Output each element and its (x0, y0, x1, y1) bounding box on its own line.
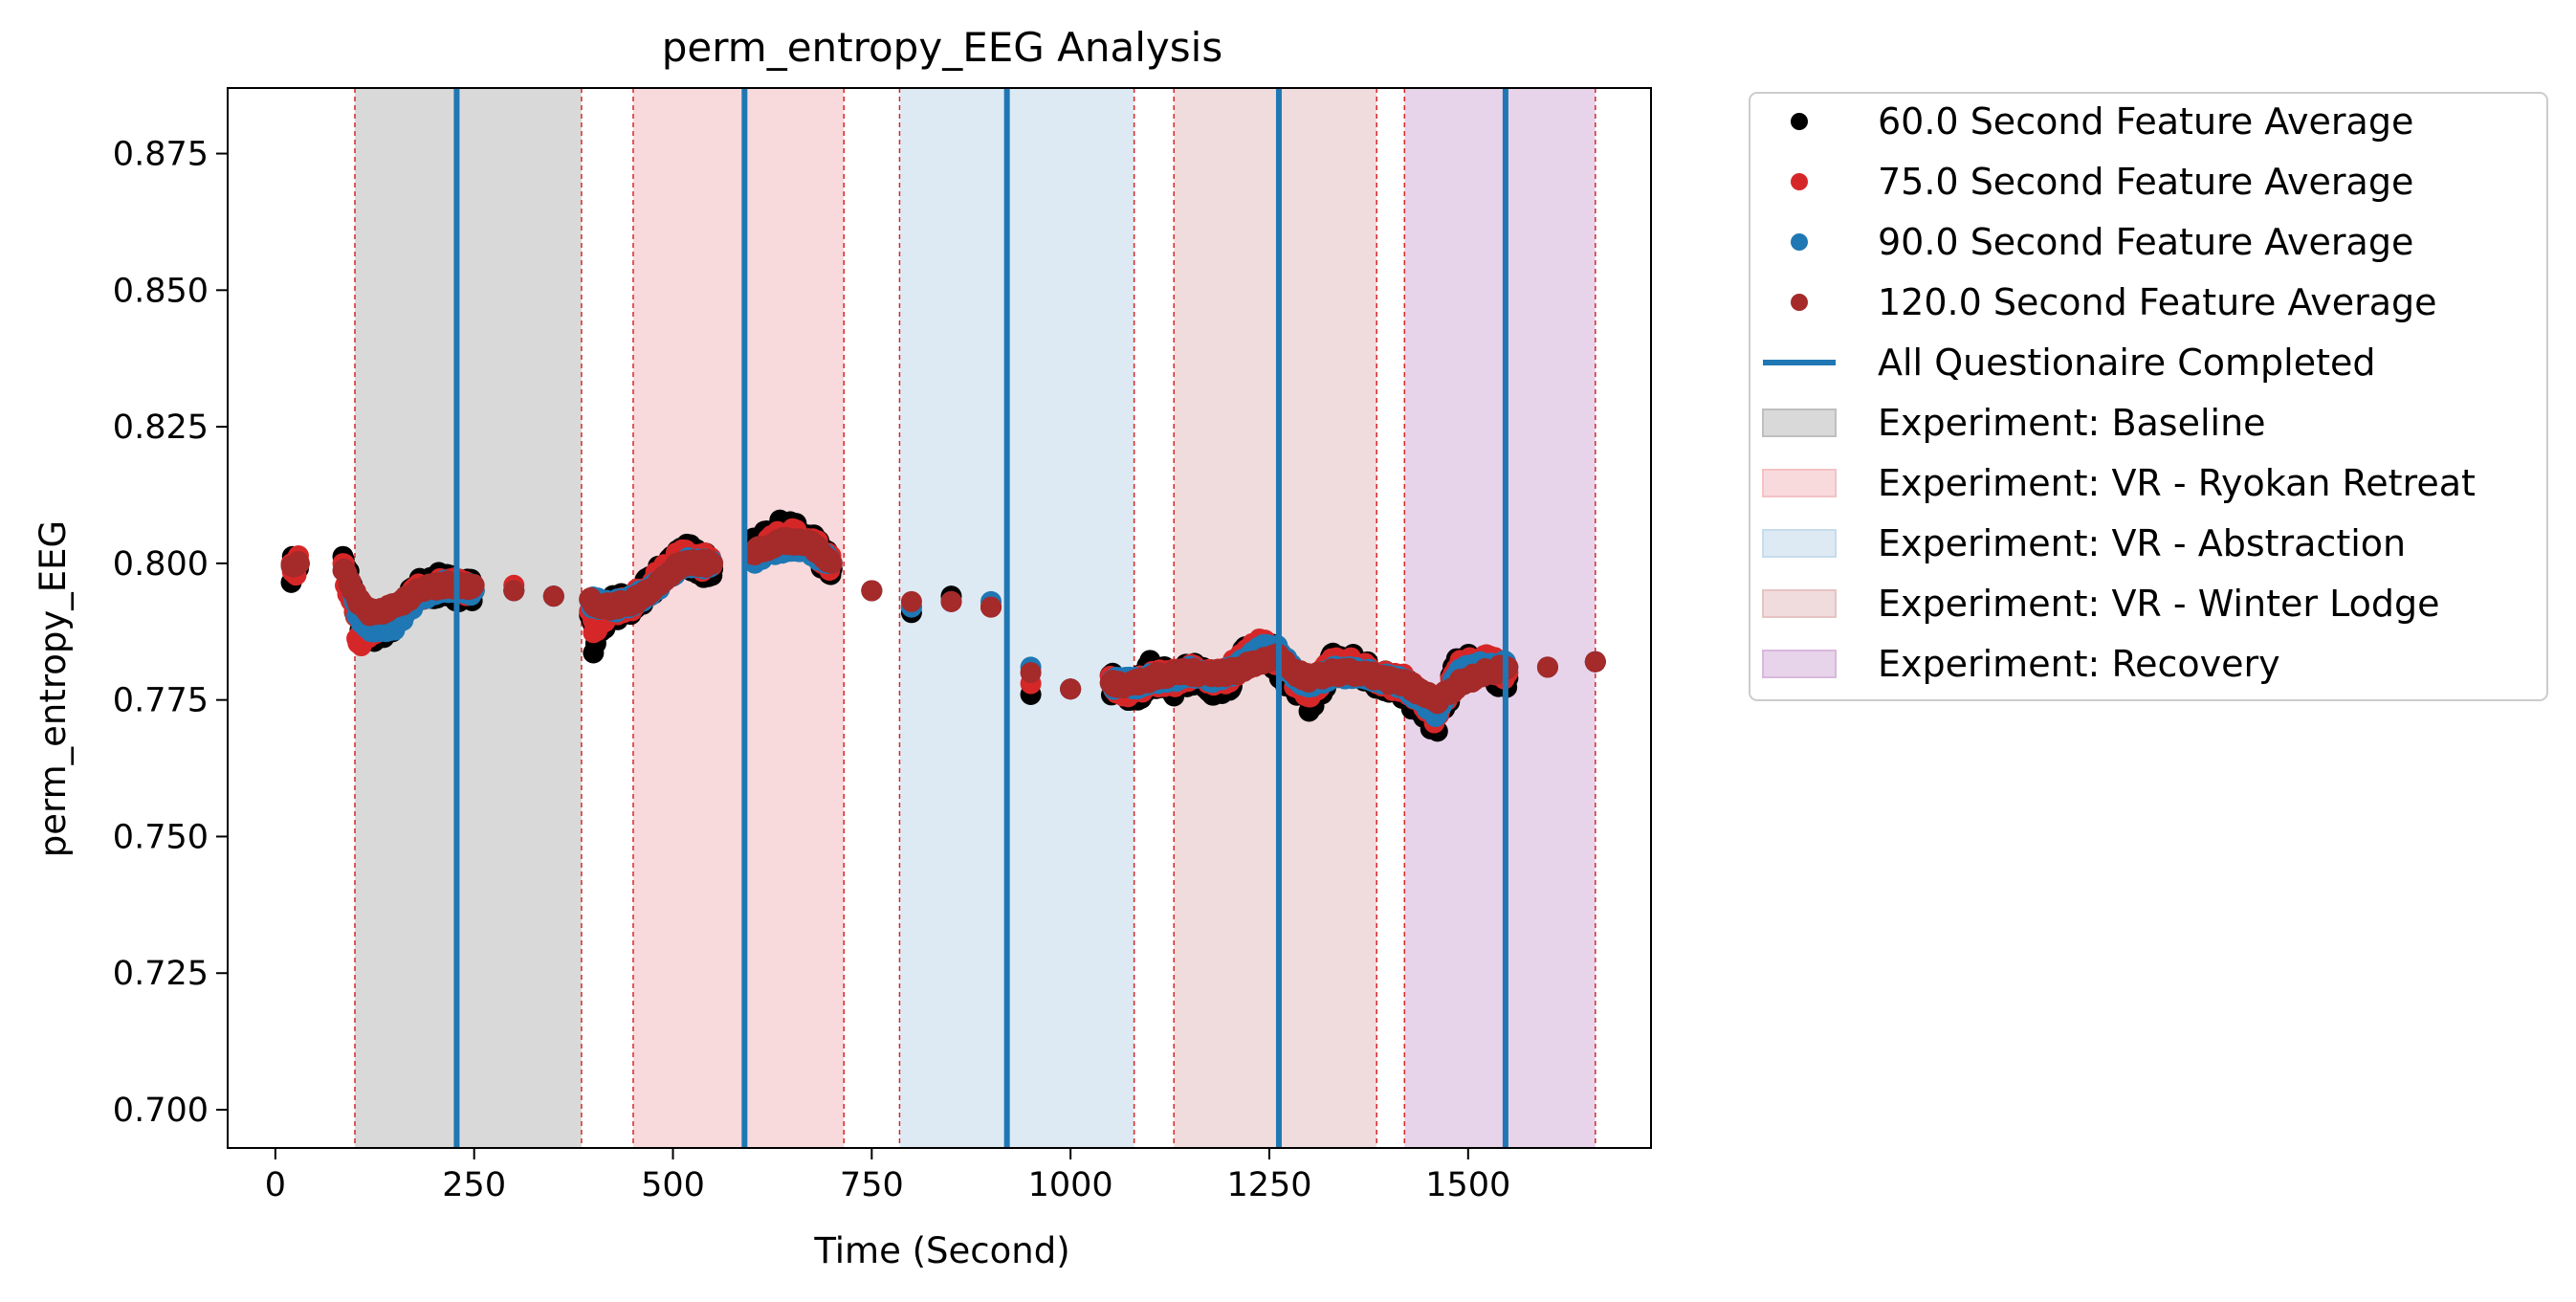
data-point (702, 552, 724, 574)
y-tick-label: 0.750 (113, 818, 209, 856)
legend-marker (1791, 173, 1808, 190)
legend-label: Experiment: Baseline (1878, 402, 2266, 444)
legend-patch (1762, 589, 1837, 618)
experiment-span-2 (632, 88, 845, 1148)
data-point (542, 585, 564, 607)
questionnaire-lines (453, 88, 1508, 1148)
y-tick-label: 0.725 (113, 955, 209, 993)
legend-patch (1762, 529, 1837, 558)
data-point (288, 552, 310, 574)
data-point (503, 580, 525, 602)
data-point (463, 574, 485, 596)
x-tick-label: 750 (840, 1166, 904, 1204)
legend-label: Experiment: VR - Winter Lodge (1878, 583, 2439, 625)
legend-label: All Questionaire Completed (1878, 342, 2376, 384)
legend-marker (1791, 233, 1808, 251)
series-4 (280, 526, 1606, 715)
experiment-span-4 (1174, 88, 1377, 1148)
plot-area (280, 88, 1606, 1148)
x-tick-label: 500 (641, 1166, 705, 1204)
y-tick-label: 0.800 (113, 545, 209, 584)
y-tick-label: 0.700 (113, 1092, 209, 1130)
legend: 60.0 Second Feature Average 75.0 Second F… (1749, 92, 2548, 701)
legend-patch (1762, 469, 1837, 497)
y-axis-label: perm_entropy_EEG (33, 520, 74, 857)
data-point (1536, 656, 1558, 678)
y-tick-label: 0.825 (113, 408, 209, 447)
x-tick-label: 0 (265, 1166, 286, 1204)
chart-title: perm_entropy_EEG Analysis (662, 24, 1222, 71)
legend-marker (1791, 113, 1808, 130)
data-point (1020, 662, 1042, 684)
axes-frame (227, 87, 1652, 1149)
data-point (821, 552, 843, 574)
legend-label: Experiment: VR - Ryokan Retreat (1878, 462, 2476, 504)
legend-patch (1762, 650, 1837, 678)
y-tick-label: 0.850 (113, 272, 209, 310)
data-point (940, 590, 962, 612)
legend-label: 120.0 Second Feature Average (1878, 281, 2437, 323)
x-axis-label: Time (Second) (813, 1230, 1069, 1271)
x-tick-label: 1000 (1028, 1166, 1113, 1204)
x-tick-label: 250 (442, 1166, 506, 1204)
y-tick-label: 0.775 (113, 682, 209, 720)
legend-marker (1791, 294, 1808, 311)
data-point (861, 580, 883, 602)
data-point (1584, 651, 1606, 673)
x-tick-label: 1500 (1425, 1166, 1510, 1204)
x-tick-label: 1250 (1226, 1166, 1311, 1204)
experiment-span-3 (899, 88, 1134, 1148)
legend-label: 90.0 Second Feature Average (1878, 221, 2413, 263)
y-tick-label: 0.875 (113, 136, 209, 174)
experiment-spans (355, 88, 1596, 1148)
experiment-span-5 (1404, 88, 1596, 1148)
legend-patch (1762, 408, 1837, 437)
legend-label: Experiment: Recovery (1878, 643, 2280, 685)
data-point (1060, 678, 1082, 700)
y-axis-ticks: 0.700 0.725 0.750 0.775 0.800 0.825 0.850 0.875 (113, 136, 228, 1130)
legend-label: 60.0 Second Feature Average (1878, 100, 2413, 143)
legend-label: Experiment: VR - Abstraction (1878, 522, 2406, 564)
data-point (900, 590, 922, 612)
x-axis-ticks: 0 250 500 750 1000 1250 1500 (265, 1148, 1510, 1204)
legend-label: 75.0 Second Feature Average (1878, 161, 2413, 203)
data-series (280, 509, 1606, 742)
data-point (980, 596, 1002, 618)
legend-box (1749, 92, 2548, 701)
